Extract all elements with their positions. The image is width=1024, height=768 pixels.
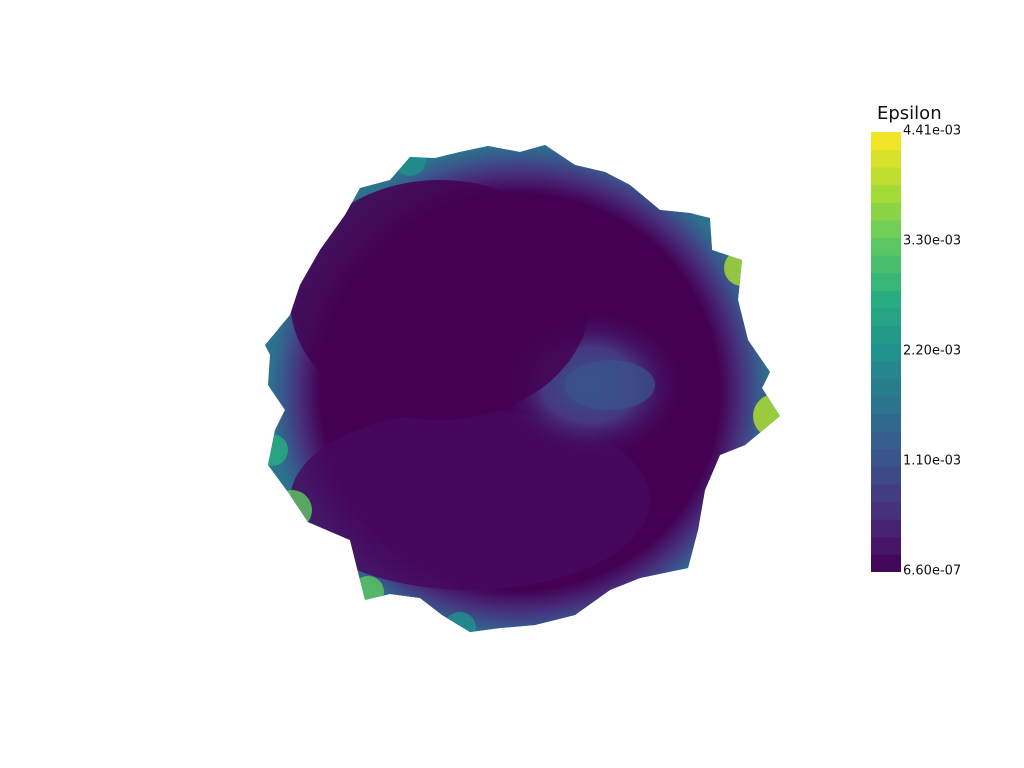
scalar-bar-tick-label: 3.30e-03 bbox=[903, 233, 962, 249]
scalar-bar-band bbox=[871, 343, 901, 362]
scalar-bar-band bbox=[871, 149, 901, 168]
scalar-bar-band bbox=[871, 431, 901, 450]
upper-left-dark bbox=[290, 180, 590, 420]
scalar-bar-band bbox=[871, 237, 901, 256]
scalar-bar-band bbox=[871, 501, 901, 520]
scalar-bar-tick-label: 4.41e-03 bbox=[903, 123, 962, 139]
scalar-bar-band bbox=[871, 448, 901, 467]
boundary-hotspot-left bbox=[272, 490, 312, 530]
boundary-hotspot-right bbox=[753, 394, 780, 438]
scalar-bar-title: Epsilon bbox=[877, 103, 942, 124]
scalar-bar-band bbox=[871, 536, 901, 555]
scalar-bar-band bbox=[871, 466, 901, 485]
scalar-bar-band bbox=[871, 290, 901, 309]
boundary-hotspot-far-left bbox=[265, 434, 288, 466]
scalar-bar bbox=[871, 132, 901, 572]
boundary-hotspot-bottom-left bbox=[352, 576, 384, 608]
scalar-bar-band bbox=[871, 167, 901, 186]
dataset-surface bbox=[265, 145, 780, 632]
scalar-bar-band bbox=[871, 272, 901, 291]
scalar-bar-band bbox=[871, 360, 901, 379]
boundary-hotspot-top bbox=[394, 145, 426, 176]
scalar-bar-band bbox=[871, 325, 901, 344]
scalar-bar-band bbox=[871, 202, 901, 221]
scalar-bar-band bbox=[871, 220, 901, 239]
scalar-bar-tick-label: 1.10e-03 bbox=[903, 453, 962, 469]
scalar-bar-band bbox=[871, 519, 901, 538]
boundary-hotspot-upper-right bbox=[724, 250, 760, 286]
scalar-bar-tick-label: 2.20e-03 bbox=[903, 343, 962, 359]
scalar-bar-band bbox=[871, 554, 901, 572]
boundary-hotspot-bottom bbox=[444, 612, 476, 632]
center-right-hotspot bbox=[565, 360, 655, 410]
scalar-bar-band bbox=[871, 484, 901, 503]
scalar-bar-band bbox=[871, 184, 901, 203]
scalar-bar-band bbox=[871, 308, 901, 327]
scalar-bar-band bbox=[871, 132, 901, 151]
scalar-bar-band bbox=[871, 396, 901, 415]
scalar-bar-tick-label: 6.60e-07 bbox=[903, 563, 962, 579]
scalar-bar-band bbox=[871, 255, 901, 274]
scalar-bar-band bbox=[871, 413, 901, 432]
scalar-bar-band bbox=[871, 378, 901, 397]
